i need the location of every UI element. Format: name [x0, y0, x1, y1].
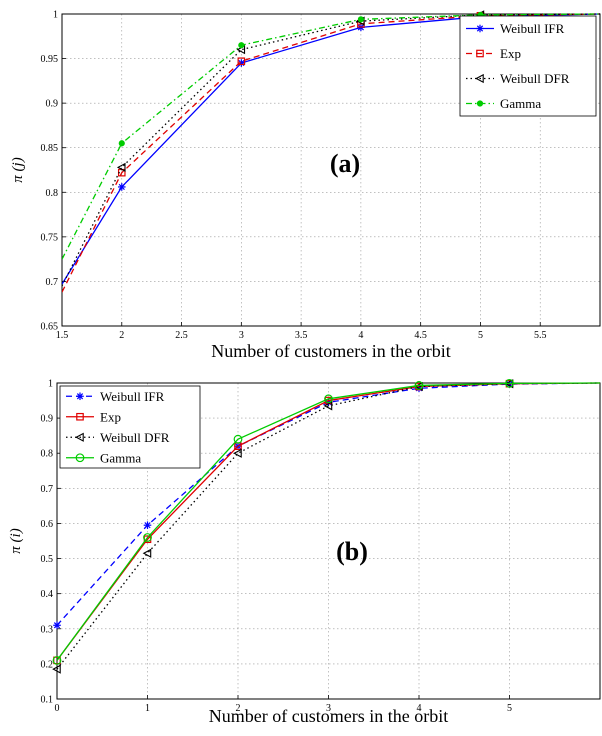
legend-item: Weibull DFR: [66, 430, 170, 445]
legend-item: Gamma: [466, 96, 541, 111]
legend-box: [459, 15, 597, 117]
y-tick-label: 0.4: [41, 589, 54, 600]
data-point: [238, 42, 245, 49]
data-point: [233, 448, 242, 458]
legend-label: Weibull IFR: [500, 21, 565, 36]
legend-label: Weibull DFR: [500, 71, 570, 86]
y-tick-label: 0.7: [46, 277, 59, 288]
x-tick-label: 5: [507, 703, 512, 714]
legend-label: Weibull IFR: [100, 389, 165, 404]
chart-panel-2: 0 1 2 3 4 5 0.1 0.2 0.3 0.4 0.5 0.6 0.7 0.8 0.9 1 Number…: [8, 378, 601, 726]
data-point: [237, 57, 246, 66]
data-point: [143, 521, 152, 529]
panel-label: (b): [336, 537, 368, 566]
data-point: [118, 140, 125, 147]
x-tick-label: 4: [417, 703, 422, 714]
series-gamma: [52, 378, 600, 665]
tick-labels: 1.5 2 2.5 3 3.5 4 4.5 5 5.5 0.65 0.7 0.75 0.8 0.85 0.9…: [41, 10, 547, 342]
y-tick-label: 0.7: [41, 484, 54, 495]
x-tick-label: 1.5: [56, 330, 69, 341]
data-point: [505, 378, 514, 388]
legend-marker: [75, 432, 84, 442]
legend-marker: [476, 24, 484, 33]
panel-label: (a): [330, 149, 360, 178]
data-point: [142, 548, 152, 558]
y-tick-label: 1: [48, 379, 53, 390]
data-point: [414, 381, 424, 390]
legend-item: Weibull IFR: [66, 389, 165, 404]
y-axis-label: π (j): [10, 157, 26, 182]
series-line: [62, 13, 600, 293]
y-tick-label: 0.6: [41, 519, 54, 530]
y-tick-label: 0.1: [41, 695, 54, 706]
x-tick-label: 3: [326, 703, 331, 714]
chart-panel-1: 1.5 2 2.5 3 3.5 4 4.5 5 5.5 0.65 0.7 0.75 0.8 0.85 0.9…: [10, 10, 601, 361]
y-tick-label: 0.3: [41, 624, 54, 635]
x-tick-label: 5.5: [534, 330, 547, 341]
y-axis-label: π (i): [8, 528, 24, 553]
y-tick-label: 0.5: [41, 554, 54, 565]
legend-marker: [76, 392, 84, 401]
legend-marker: [475, 73, 484, 84]
y-tick-label: 1: [53, 10, 58, 21]
legend-item: Gamma: [66, 450, 141, 465]
data-point: [143, 533, 152, 542]
axes-frame: [61, 13, 601, 327]
y-tick-label: 0.2: [41, 659, 54, 670]
data-point: [233, 434, 243, 444]
legend-label: Exp: [500, 46, 521, 61]
y-tick-label: 0.9: [41, 414, 54, 425]
y-tick-label: 0.8: [41, 449, 54, 460]
legend-marker: [76, 412, 84, 421]
y-tick-label: 0.9: [46, 99, 59, 110]
y-tick-label: 0.65: [41, 322, 59, 333]
legend-item: Exp: [66, 409, 121, 424]
series-line: [62, 13, 600, 260]
legend-marker: [476, 100, 484, 107]
y-tick-label: 0.95: [41, 54, 59, 65]
legend-label: Exp: [100, 409, 121, 424]
legend: Weibull IFR Exp Weibull DFR Gamma: [459, 15, 597, 117]
x-axis-label: Number of customers in the orbit: [211, 341, 450, 361]
data-point: [357, 16, 364, 23]
data-point: [323, 401, 333, 411]
legend-item: Exp: [466, 46, 521, 61]
x-tick-label: 2.5: [175, 330, 188, 341]
series-line: [62, 13, 600, 287]
data-point: [53, 621, 61, 630]
series-line: [57, 382, 600, 661]
data-point: [117, 183, 126, 191]
x-tick-label: 3: [239, 330, 244, 341]
legend-marker: [75, 453, 85, 463]
y-tick-label: 0.75: [41, 232, 59, 243]
y-tick-label: 0.8: [46, 188, 59, 199]
y-tick-label: 0.85: [41, 143, 59, 154]
legend-marker: [476, 49, 484, 58]
data-point: [52, 655, 62, 665]
x-tick-label: 2: [236, 703, 241, 714]
x-tick-label: 4: [358, 330, 363, 341]
legend: Weibull IFR Exp Weibull DFR Gamma: [59, 385, 201, 469]
legend-box: [59, 385, 201, 469]
legend-label: Gamma: [100, 450, 141, 465]
x-tick-label: 0: [55, 703, 60, 714]
data-point: [116, 162, 126, 172]
x-tick-label: 5: [478, 330, 483, 341]
x-tick-label: 2: [119, 330, 124, 341]
data-point: [52, 664, 61, 674]
x-tick-label: 1: [145, 703, 150, 714]
x-tick-label: 3.5: [295, 330, 308, 341]
x-axis-label: Number of customers in the orbit: [209, 706, 448, 726]
legend-item: Weibull DFR: [466, 71, 570, 86]
x-tick-label: 4.5: [414, 330, 427, 341]
legend-label: Gamma: [500, 96, 541, 111]
legend-label: Weibull DFR: [100, 430, 170, 445]
legend-item: Weibull IFR: [466, 21, 565, 36]
tick-labels: 0 1 2 3 4 5 0.1 0.2 0.3 0.4 0.5 0.6 0.7 0.8 0.9 1: [41, 379, 513, 715]
data-point: [324, 394, 333, 404]
